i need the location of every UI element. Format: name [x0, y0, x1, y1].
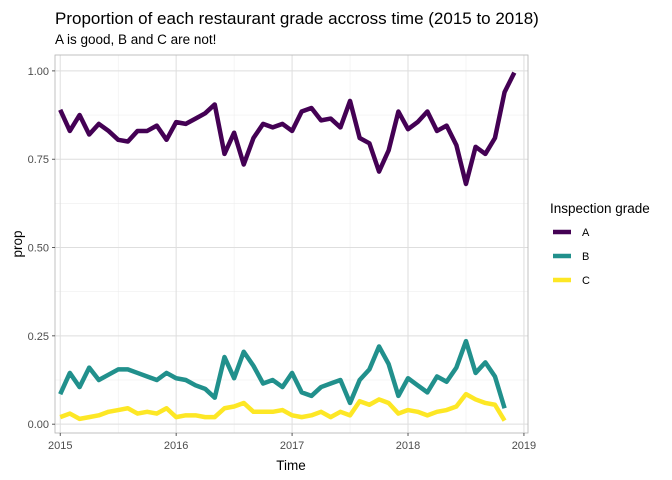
x-axis-ticks: 2015 2016 2017 2018 2019 — [48, 433, 536, 452]
plot-border — [54, 54, 529, 434]
y-tick-label: 0.75 — [28, 154, 49, 166]
legend-title: Inspection grade — [550, 201, 650, 216]
series-lines — [58, 71, 517, 422]
series-line-b — [58, 338, 507, 409]
y-tick-label: 0.00 — [28, 419, 49, 431]
legend-item-c: C — [553, 275, 590, 287]
legend-label-b: B — [582, 251, 589, 263]
x-tick-label: 2015 — [48, 440, 72, 452]
series-line-a — [58, 71, 517, 187]
y-tick-label: 0.50 — [28, 243, 49, 255]
y-tick-label: 0.25 — [28, 331, 49, 343]
x-tick-label: 2019 — [512, 440, 536, 452]
legend-item-b: B — [553, 251, 589, 263]
legend: Inspection grade ABC — [550, 201, 650, 287]
chart-subtitle: A is good, B and C are not! — [55, 32, 216, 47]
x-tick-label: 2016 — [164, 440, 188, 452]
minor-gridlines — [55, 55, 528, 433]
legend-label-a: A — [582, 227, 590, 239]
y-tick-label: 1.00 — [28, 66, 49, 78]
y-axis-ticks: 0.00 0.25 0.50 0.75 1.00 — [28, 66, 55, 431]
series-line-c — [59, 391, 507, 422]
chart-title: Proportion of each restaurant grade accr… — [55, 9, 539, 28]
major-gridlines — [55, 55, 528, 433]
y-axis-title: prop — [10, 230, 25, 257]
x-tick-label: 2018 — [396, 440, 420, 452]
legend-item-a: A — [553, 227, 590, 239]
x-axis-title: Time — [276, 458, 306, 473]
legend-label-c: C — [582, 275, 590, 287]
x-tick-label: 2017 — [280, 440, 304, 452]
